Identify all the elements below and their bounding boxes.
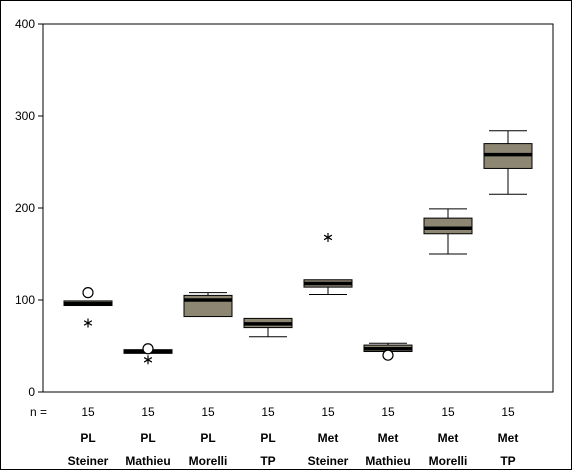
- y-tick-label: 100: [15, 293, 35, 307]
- n-count-label: 15: [501, 405, 515, 419]
- extreme-star: [323, 232, 333, 242]
- category-label-line1: PL: [140, 431, 155, 445]
- category-label-line2: Steiner: [308, 454, 349, 468]
- category-label-line2: Morelli: [189, 454, 228, 468]
- category-label-line1: Met: [438, 431, 459, 445]
- category-label-line1: Met: [378, 431, 399, 445]
- y-tick-label: 0: [28, 385, 35, 399]
- category-label-line2: Morelli: [429, 454, 468, 468]
- box-group: [483, 130, 533, 195]
- category-label-line2: TP: [260, 454, 275, 468]
- y-axis: 0 100 200 300 400: [15, 17, 43, 399]
- n-count-label: 15: [441, 405, 455, 419]
- box-group: [123, 343, 173, 365]
- category-label-line1: PL: [260, 431, 275, 445]
- box-group: [423, 208, 473, 255]
- outlier-circle: [382, 349, 394, 361]
- category-label-line1: PL: [80, 431, 95, 445]
- n-count-label: 15: [201, 405, 215, 419]
- box-group: [303, 232, 353, 295]
- outlier-circle: [142, 343, 154, 355]
- category-label-line2: TP: [500, 454, 515, 468]
- y-tick-label: 200: [15, 201, 35, 215]
- extreme-star: [83, 318, 93, 328]
- n-count-label: 15: [261, 405, 275, 419]
- category-label-line2: Mathieu: [125, 454, 170, 468]
- extreme-star: [143, 355, 153, 365]
- category-label-line2: Steiner: [68, 454, 109, 468]
- y-tick-label: 300: [15, 109, 35, 123]
- box-iqr: [423, 217, 473, 235]
- category-label-line1: PL: [200, 431, 215, 445]
- n-prefix-label: n =: [30, 405, 47, 419]
- category-label-line1: Met: [318, 431, 339, 445]
- outlier-circle: [82, 287, 94, 299]
- y-tick-label: 400: [15, 17, 35, 31]
- category-label-line1: Met: [498, 431, 519, 445]
- n-count-label: 15: [321, 405, 335, 419]
- box-group: [243, 317, 293, 338]
- n-count-label: 15: [381, 405, 395, 419]
- n-count-label: 15: [81, 405, 95, 419]
- box-group: [63, 287, 113, 328]
- category-label-line2: Mathieu: [365, 454, 410, 468]
- x-axis-labels: n = 15 PL Steiner 15 PL Mathieu 15 PL Morelli 15 P…: [30, 405, 518, 468]
- boxes: [63, 130, 533, 365]
- box-group: [183, 292, 233, 318]
- n-count-label: 15: [141, 405, 155, 419]
- box-group: [363, 342, 413, 361]
